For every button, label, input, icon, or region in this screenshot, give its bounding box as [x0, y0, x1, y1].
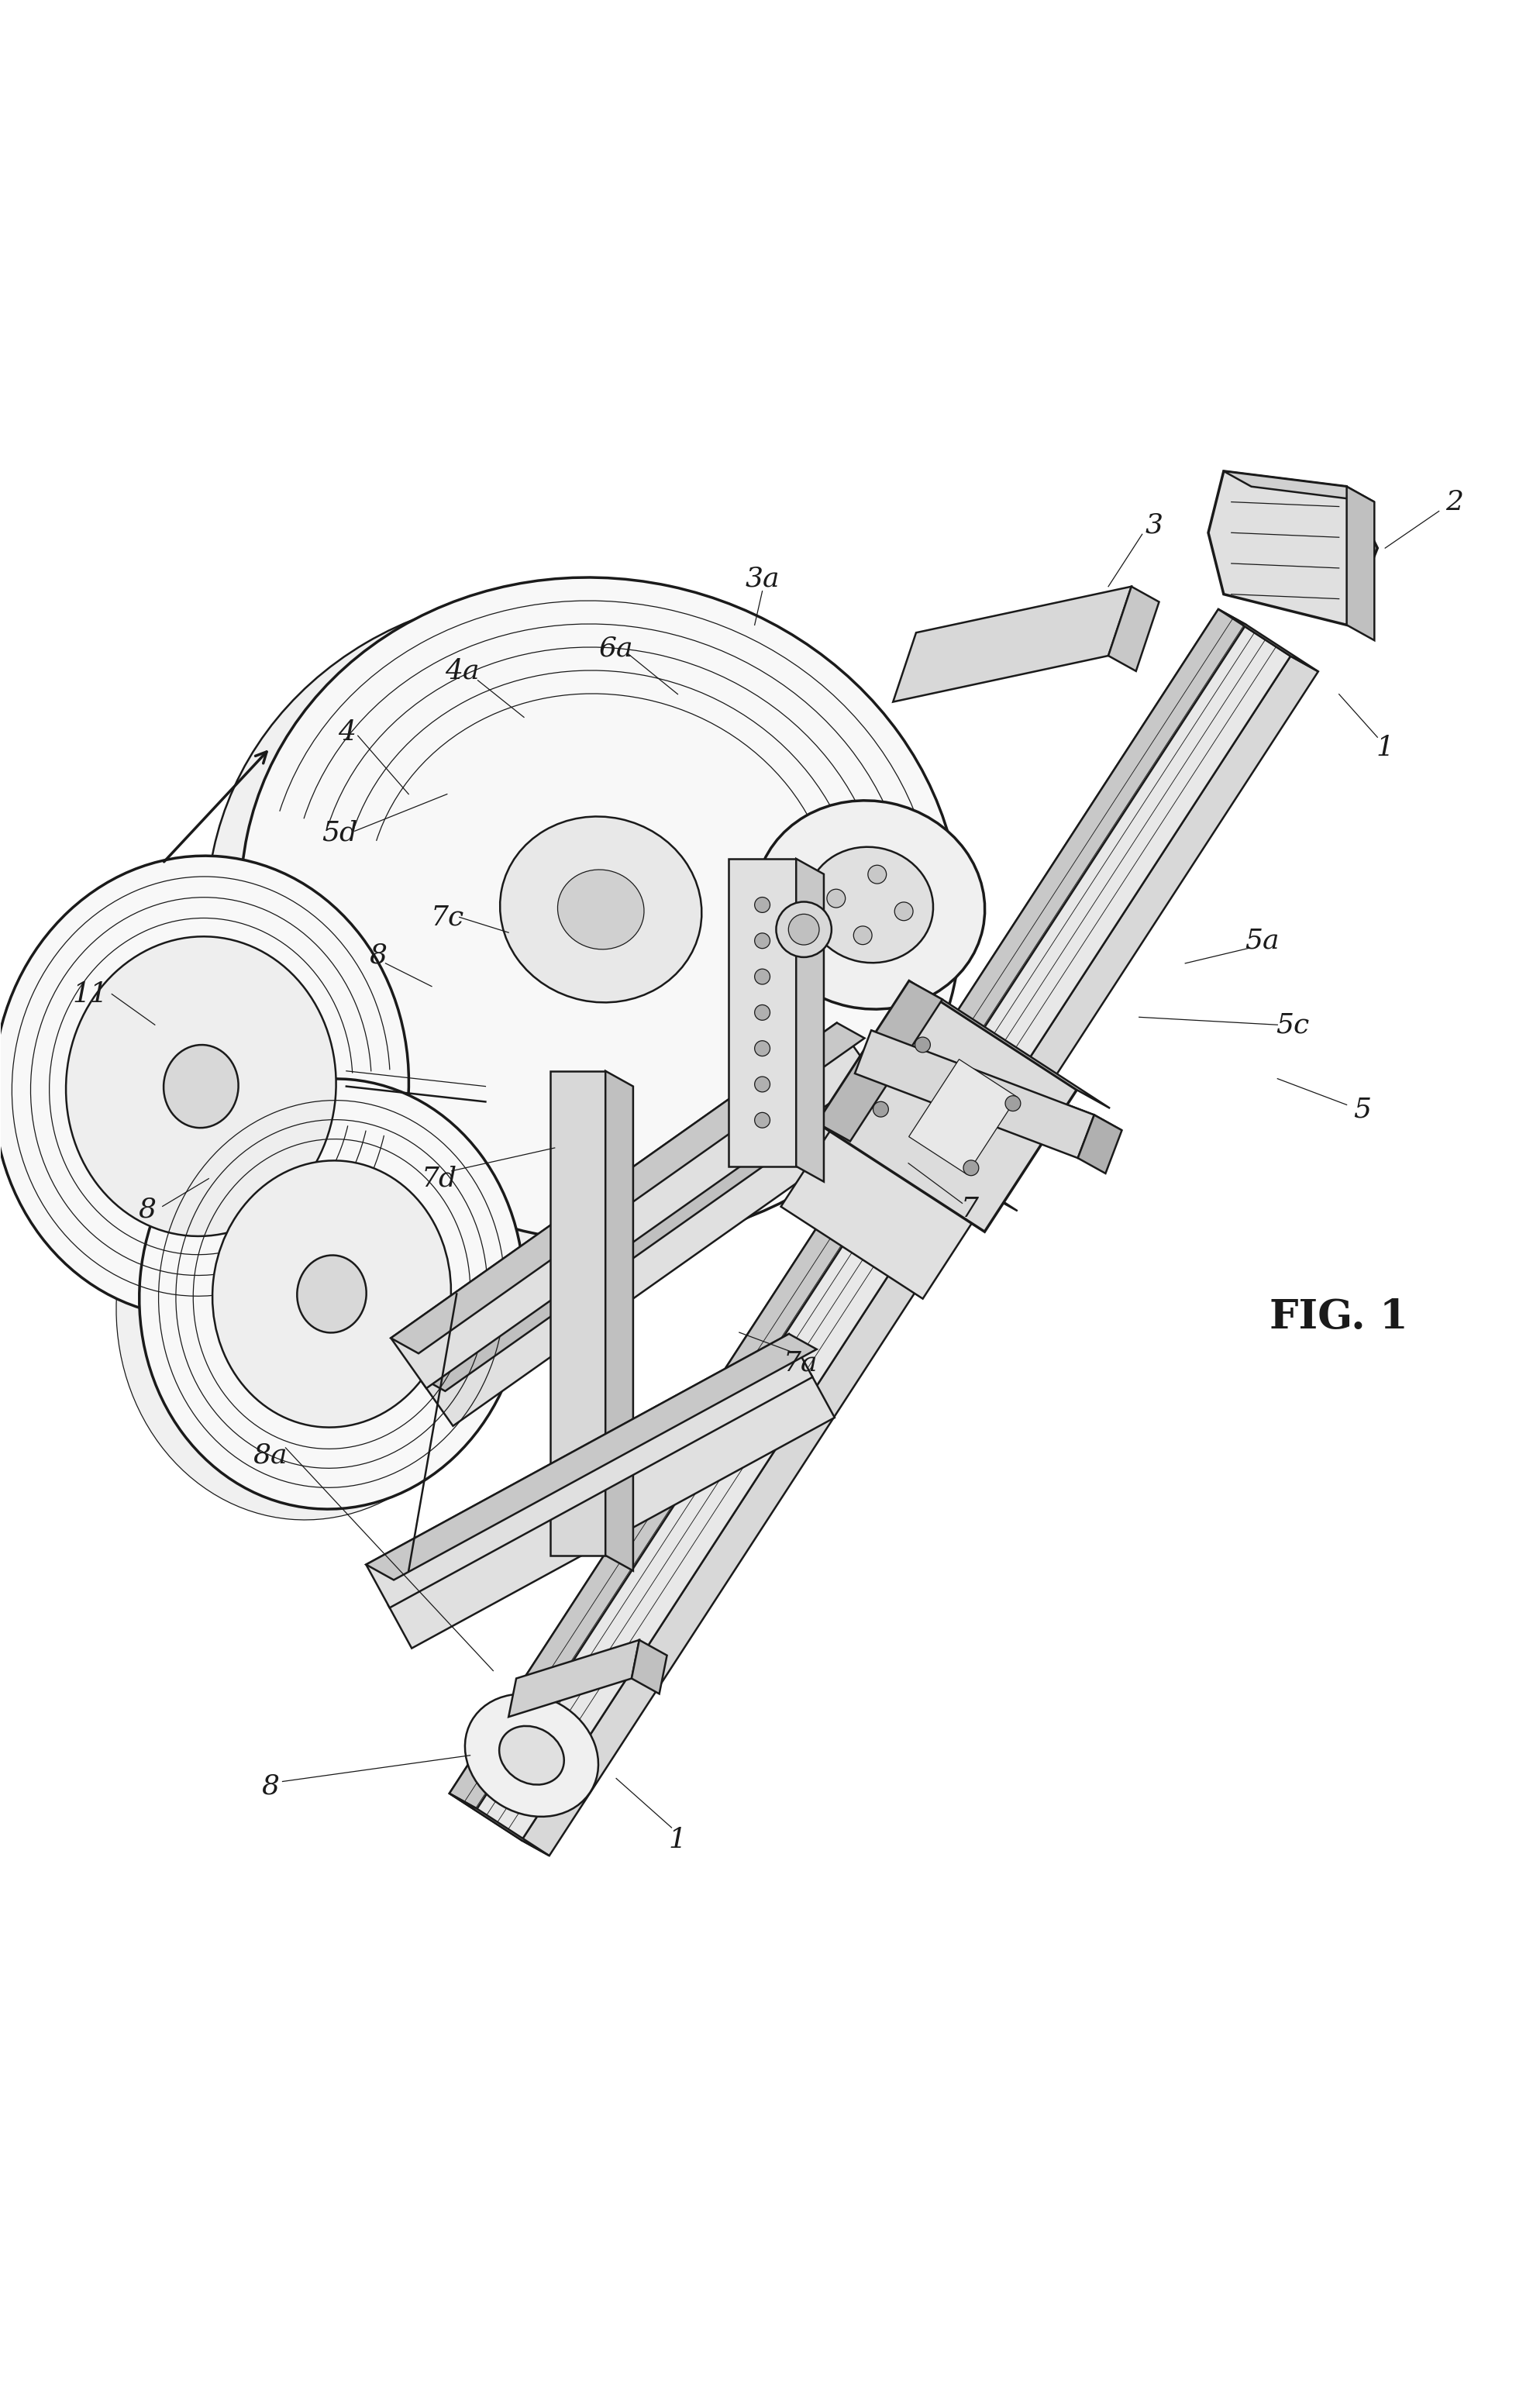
Polygon shape: [1224, 470, 1374, 501]
Ellipse shape: [163, 1046, 239, 1127]
Circle shape: [853, 927, 872, 946]
Polygon shape: [909, 981, 1110, 1108]
Ellipse shape: [755, 800, 984, 1010]
Ellipse shape: [500, 817, 702, 1003]
Polygon shape: [450, 1793, 550, 1855]
Text: FIG. 1: FIG. 1: [1270, 1297, 1408, 1337]
Circle shape: [755, 970, 770, 984]
Polygon shape: [391, 1022, 864, 1354]
Polygon shape: [367, 1335, 816, 1581]
Ellipse shape: [557, 869, 644, 950]
Circle shape: [895, 903, 913, 922]
Polygon shape: [508, 1641, 639, 1717]
Polygon shape: [849, 1103, 1018, 1211]
Text: 11: 11: [72, 981, 108, 1008]
Circle shape: [755, 934, 770, 948]
Polygon shape: [872, 1029, 1121, 1130]
Circle shape: [915, 1036, 930, 1053]
Text: 1: 1: [668, 1827, 687, 1853]
Polygon shape: [388, 1375, 835, 1648]
Circle shape: [755, 898, 770, 912]
Ellipse shape: [465, 1693, 599, 1817]
Polygon shape: [816, 981, 1076, 1232]
Ellipse shape: [66, 936, 336, 1237]
Ellipse shape: [0, 855, 408, 1316]
Text: 8: 8: [139, 1196, 156, 1223]
Polygon shape: [1109, 587, 1160, 671]
Circle shape: [755, 1113, 770, 1127]
Polygon shape: [855, 1029, 1095, 1158]
Ellipse shape: [206, 592, 927, 1256]
Polygon shape: [450, 609, 1246, 1808]
Circle shape: [869, 864, 887, 884]
Polygon shape: [816, 981, 942, 1141]
Circle shape: [755, 1005, 770, 1020]
Text: 8: 8: [370, 943, 387, 970]
Circle shape: [755, 1041, 770, 1055]
Ellipse shape: [116, 1089, 500, 1519]
Text: 7a: 7a: [784, 1349, 818, 1375]
Polygon shape: [909, 1060, 1016, 1175]
Ellipse shape: [213, 1161, 451, 1428]
Ellipse shape: [240, 578, 961, 1242]
Circle shape: [755, 1077, 770, 1091]
Circle shape: [1006, 1096, 1021, 1110]
Text: 8: 8: [262, 1772, 279, 1798]
Ellipse shape: [139, 1079, 524, 1509]
Polygon shape: [728, 860, 796, 1165]
Text: 2: 2: [1446, 490, 1463, 516]
Text: 6a: 6a: [599, 635, 633, 661]
Ellipse shape: [807, 848, 933, 962]
Polygon shape: [631, 1641, 667, 1693]
Text: 4a: 4a: [445, 659, 479, 685]
Text: 3a: 3a: [745, 566, 779, 592]
Polygon shape: [450, 609, 1291, 1841]
Text: 5a: 5a: [1244, 927, 1280, 953]
Text: 1: 1: [1377, 736, 1394, 762]
Text: 7: 7: [961, 1196, 979, 1223]
Text: 4: 4: [339, 719, 356, 745]
Text: 5: 5: [1354, 1096, 1371, 1122]
Polygon shape: [893, 587, 1132, 702]
Polygon shape: [1078, 1115, 1121, 1173]
Polygon shape: [781, 1103, 990, 1299]
Polygon shape: [796, 860, 824, 1182]
Polygon shape: [1346, 487, 1374, 640]
Text: 7c: 7c: [430, 905, 464, 931]
Circle shape: [964, 1161, 979, 1175]
Text: 8a: 8a: [253, 1442, 288, 1469]
Polygon shape: [522, 657, 1318, 1855]
Polygon shape: [550, 1070, 605, 1555]
Ellipse shape: [297, 1256, 367, 1333]
Polygon shape: [417, 1060, 892, 1392]
Text: 5c: 5c: [1277, 1013, 1309, 1039]
Polygon shape: [367, 1335, 813, 1607]
Circle shape: [788, 915, 819, 946]
Circle shape: [827, 888, 845, 907]
Polygon shape: [1218, 609, 1318, 671]
Ellipse shape: [499, 1727, 564, 1784]
Polygon shape: [391, 1022, 872, 1387]
Circle shape: [776, 903, 832, 958]
Polygon shape: [605, 1070, 633, 1571]
Text: 7d: 7d: [422, 1165, 457, 1192]
Text: 3: 3: [1146, 511, 1163, 537]
Polygon shape: [1209, 470, 1377, 626]
Circle shape: [873, 1101, 889, 1118]
Polygon shape: [417, 1060, 899, 1426]
Text: 5d: 5d: [322, 819, 357, 845]
